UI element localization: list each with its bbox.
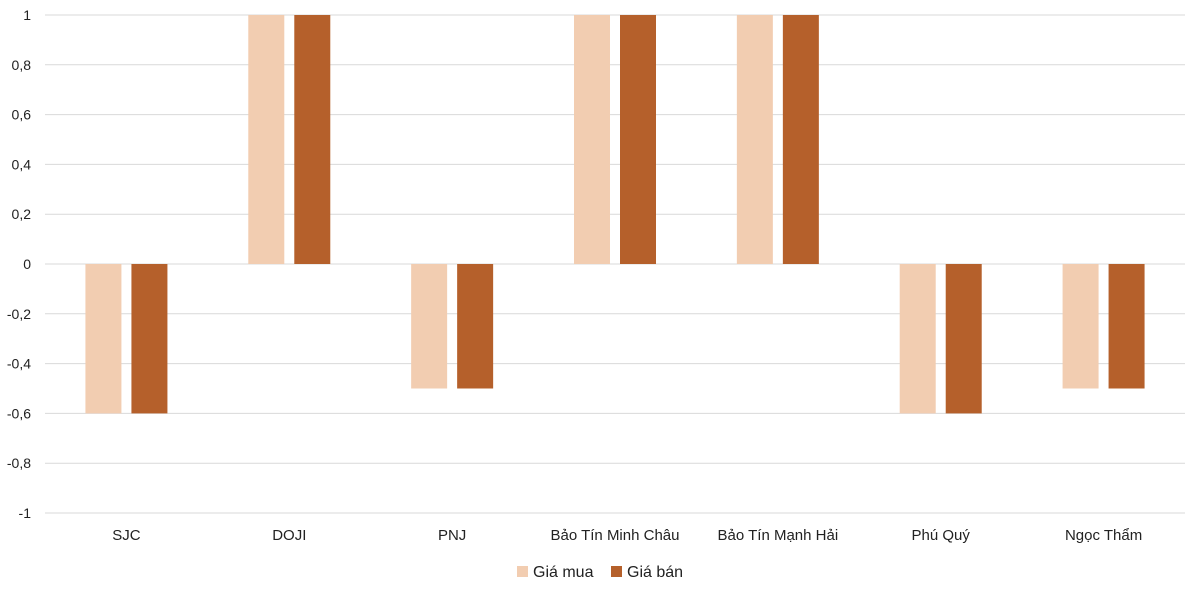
bar-gia-ban <box>945 264 982 414</box>
bar-gia-mua <box>248 15 285 264</box>
legend-label: Giá bán <box>627 564 683 581</box>
x-axis: SJC DOJI PNJ Bảo Tín Minh Châu Bảo Tín Mạnh … <box>112 527 1142 544</box>
bars <box>85 15 1145 414</box>
bar-gia-ban <box>782 15 819 264</box>
x-tick-label: PNJ <box>438 527 466 544</box>
gridlines <box>45 14 1185 514</box>
bar-gia-mua <box>736 15 773 264</box>
y-tick-label: 0 <box>23 256 31 272</box>
y-tick-label: 0,8 <box>12 57 32 73</box>
legend-label: Giá mua <box>533 564 594 581</box>
x-tick-label: Bảo Tín Mạnh Hải <box>718 527 839 544</box>
y-tick-label: 0,6 <box>12 107 32 123</box>
x-tick-label: Ngọc Thẩm <box>1065 527 1142 544</box>
bar-gia-mua <box>411 264 448 389</box>
x-tick-label: Bảo Tín Minh Châu <box>551 527 680 544</box>
legend-swatch <box>517 566 528 577</box>
bar-gia-ban <box>1108 264 1145 389</box>
y-tick-label: 1 <box>23 7 31 23</box>
bar-gia-mua <box>899 264 936 414</box>
y-tick-label: -0,2 <box>7 306 31 322</box>
legend-swatch <box>611 566 622 577</box>
bar-gia-mua <box>85 264 122 414</box>
x-tick-label: Phú Quý <box>912 527 971 544</box>
y-axis: 1 0,8 0,6 0,4 0,2 0 -0,2 -0,4 -0,6 -0,8 -1 <box>7 7 31 521</box>
legend: Giá mua Giá bán <box>517 564 683 581</box>
bar-gia-mua <box>574 15 610 264</box>
bar-gia-ban <box>294 15 331 264</box>
y-tick-label: -1 <box>19 505 32 521</box>
y-tick-label: -0,4 <box>7 356 31 372</box>
y-tick-label: 0,4 <box>12 156 32 172</box>
bar-gia-ban <box>457 264 494 389</box>
bar-gia-ban <box>131 264 168 414</box>
bar-gia-ban <box>620 15 656 264</box>
y-tick-label: -0,6 <box>7 405 31 421</box>
y-tick-label: 0,2 <box>12 206 32 222</box>
bar-gia-mua <box>1062 264 1099 389</box>
y-tick-label: -0,8 <box>7 455 31 471</box>
x-tick-label: SJC <box>112 527 141 544</box>
x-tick-label: DOJI <box>272 527 306 544</box>
